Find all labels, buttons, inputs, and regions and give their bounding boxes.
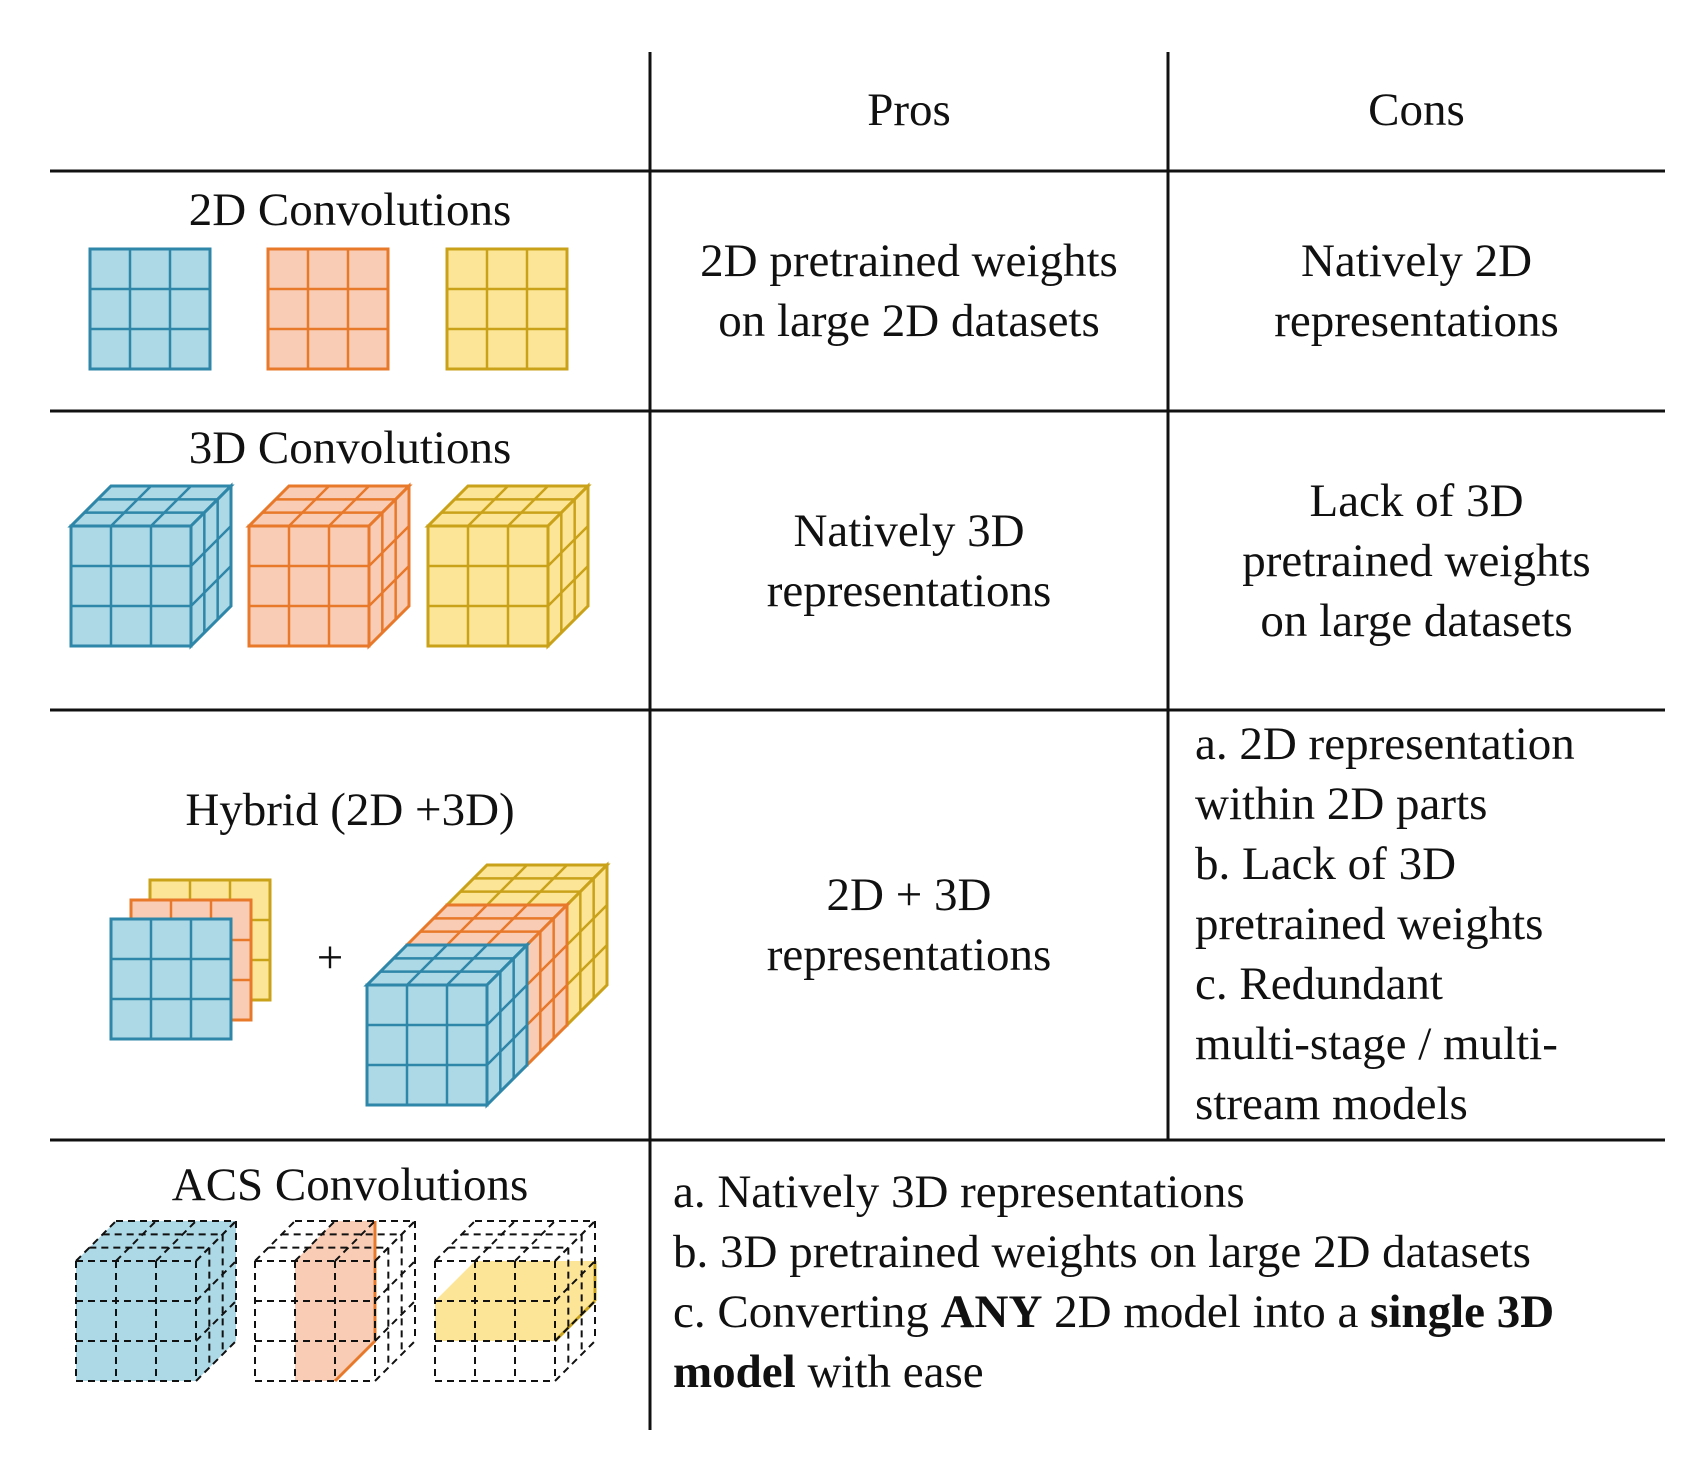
acs-point-a: a. Natively 3D representations — [673, 1166, 1245, 1218]
pros-line: representations — [766, 564, 1052, 617]
cons-line: b. Lack of 3D — [1195, 838, 1457, 890]
3d-kernel-yellow-icon — [424, 482, 592, 650]
hybrid-3d-blue-icon — [363, 941, 531, 1109]
header-cons: Cons — [1368, 84, 1465, 136]
cons-line: Lack of 3D — [1309, 474, 1524, 527]
3d-kernel-orange-icon — [245, 482, 413, 650]
2d-kernel-blue-icon — [88, 247, 212, 371]
acs-point-b: b. 3D pretrained weights on large 2D dat… — [673, 1226, 1531, 1278]
acs-c-emphasis-any: ANY — [940, 1286, 1043, 1338]
pros-cell-2d: 2D pretrained weights on large 2D datase… — [650, 171, 1168, 411]
acs-c-text: 2D model into a — [1042, 1286, 1371, 1338]
cons-line: stream models — [1195, 1078, 1468, 1130]
cons-cell-3d: Lack of 3D pretrained weights on large d… — [1168, 411, 1665, 710]
pros-line: Natively 3D — [793, 504, 1025, 557]
cons-line: within 2D parts — [1195, 778, 1488, 830]
acs-yellow-slice — [555, 1261, 595, 1341]
acs-dashed-cube-yellow-icon — [434, 1220, 596, 1382]
cons-line: Natively 2D — [1300, 235, 1533, 287]
pros-line: 2D pretrained weights — [700, 235, 1118, 287]
cons-line: multi-stage / multi- — [1195, 1018, 1558, 1070]
acs-orange-slice — [295, 1221, 375, 1261]
acs-c-emphasis-single: single 3D — [1370, 1286, 1555, 1338]
acs-dashed-cube-orange-icon — [254, 1220, 416, 1382]
cons-line: pretrained weights — [1242, 534, 1591, 587]
method-hybrid: Hybrid (2D +3D) — [185, 784, 515, 836]
cons-line: on large datasets — [1260, 594, 1573, 647]
pros-cell-hybrid: 2D + 3D representations — [650, 710, 1168, 1140]
acs-summary: a. Natively 3D representations b. 3D pre… — [673, 1162, 1663, 1402]
2d-kernel-orange-icon — [266, 247, 390, 371]
acs-point-c: c. Converting ANY 2D model into a single… — [673, 1282, 1554, 1342]
acs-blue-slice — [76, 1221, 236, 1261]
plus-sign: + — [316, 932, 344, 984]
acs-c-emphasis-model: model — [673, 1346, 796, 1398]
acs-point-c-continued: model with ease — [673, 1342, 984, 1402]
pros-line: on large 2D datasets — [718, 295, 1100, 347]
acs-orange-slice — [295, 1261, 335, 1381]
cons-line: c. Redundant — [1195, 958, 1443, 1010]
header-pros: Pros — [867, 84, 951, 136]
2d-kernel-yellow-icon — [445, 247, 569, 371]
pros-cell-3d: Natively 3D representations — [650, 411, 1168, 710]
method-3d-convolutions: 3D Convolutions — [188, 422, 512, 474]
pros-line: representations — [766, 929, 1052, 981]
hybrid-2d-blue-icon — [109, 917, 233, 1041]
acs-c-text: c. Converting — [673, 1286, 941, 1338]
acs-dashed-cube-blue-icon — [75, 1220, 237, 1382]
acs-c-text: with ease — [795, 1346, 984, 1398]
cons-line: a. 2D representation — [1195, 718, 1575, 770]
acs-blue-slice — [196, 1221, 236, 1381]
cons-cell-2d: Natively 2D representations — [1168, 171, 1665, 411]
cons-line: representations — [1274, 295, 1559, 347]
cons-line: pretrained weights — [1195, 898, 1544, 950]
method-acs-convolutions: ACS Convolutions — [171, 1159, 529, 1211]
acs-blue-slice — [76, 1261, 196, 1381]
acs-yellow-slice — [435, 1301, 555, 1341]
cons-cell-hybrid: a. 2D representation within 2D parts b. … — [1195, 714, 1665, 1140]
3d-kernel-blue-icon — [67, 482, 235, 650]
method-2d-convolutions: 2D Convolutions — [188, 184, 512, 236]
pros-line: 2D + 3D — [826, 869, 992, 921]
